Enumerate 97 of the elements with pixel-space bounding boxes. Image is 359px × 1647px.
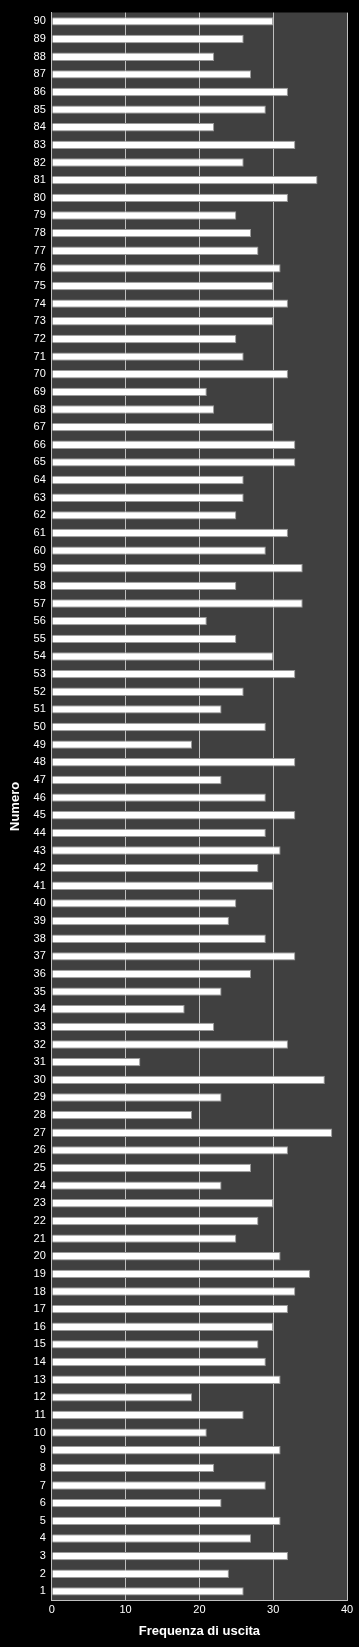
y-tick-label: 65 (33, 455, 46, 468)
y-tick-label: 82 (33, 155, 46, 168)
y-tick-label: 27 (33, 1125, 46, 1138)
y-tick-label: 85 (33, 102, 46, 115)
y-tick-label: 43 (33, 843, 46, 856)
y-tick-label: 48 (33, 755, 46, 768)
y-tick-label: 19 (33, 1266, 46, 1279)
y-tick-label: 28 (33, 1108, 46, 1121)
y-tick-label: 66 (33, 437, 46, 450)
y-tick-label: 53 (33, 667, 46, 680)
y-tick-label: 4 (39, 1531, 46, 1544)
y-tick-label: 46 (33, 790, 46, 803)
y-tick-label: 63 (33, 490, 46, 503)
y-tick-label: 1 (39, 1584, 46, 1597)
y-tick-label: 30 (33, 1072, 46, 1085)
y-tick-label: 26 (33, 1143, 46, 1156)
y-tick-label: 69 (33, 384, 46, 397)
y-tick-label: 50 (33, 720, 46, 733)
y-tick-label: 74 (33, 296, 46, 309)
x-tick-label: 10 (119, 1602, 132, 1615)
y-axis-title: Numero (7, 781, 23, 831)
y-tick-label: 12 (33, 1390, 46, 1403)
y-tick-label: 9 (39, 1443, 46, 1456)
y-tick-label: 55 (33, 631, 46, 644)
y-tick-label: 68 (33, 402, 46, 415)
y-tick-label: 33 (33, 1019, 46, 1032)
y-tick-label: 86 (33, 85, 46, 98)
y-tick-label: 52 (33, 684, 46, 697)
y-tick-label: 18 (33, 1284, 46, 1297)
y-tick-label: 77 (33, 243, 46, 256)
y-tick-label: 11 (34, 1408, 46, 1421)
y-tick-label: 3 (39, 1549, 46, 1562)
y-tick-label: 10 (33, 1425, 46, 1438)
y-tick-label: 59 (33, 561, 46, 574)
y-tick-label: 29 (33, 1090, 46, 1103)
y-tick-label: 56 (33, 614, 46, 627)
y-tick-label: 54 (33, 649, 46, 662)
y-tick-label: 24 (33, 1178, 46, 1191)
y-tick-label: 40 (33, 896, 46, 909)
y-tick-label: 60 (33, 543, 46, 556)
y-tick-label: 47 (33, 772, 46, 785)
y-tick-label: 21 (33, 1231, 46, 1244)
y-tick-label: 90 (33, 14, 46, 27)
y-tick-label: 8 (39, 1460, 46, 1473)
y-tick-label: 87 (33, 67, 46, 80)
y-tick-label: 42 (33, 861, 46, 874)
y-tick-label: 81 (33, 173, 46, 186)
y-tick-label: 22 (33, 1213, 46, 1226)
y-tick-label: 38 (33, 931, 46, 944)
y-tick-label: 80 (33, 190, 46, 203)
y-tick-label: 49 (33, 737, 46, 750)
y-tick-label: 57 (33, 596, 46, 609)
y-tick-label: 79 (33, 208, 46, 221)
y-tick-label: 31 (33, 1055, 46, 1068)
y-tick-label: 23 (33, 1196, 46, 1209)
y-tick-label: 83 (33, 137, 46, 150)
y-tick-label: 67 (33, 420, 46, 433)
y-tick-label: 17 (33, 1302, 46, 1315)
y-tick-label: 76 (33, 261, 46, 274)
y-tick-label: 41 (33, 878, 46, 891)
y-tick-label: 61 (33, 526, 46, 539)
y-tick-label: 73 (33, 314, 46, 327)
y-tick-label: 6 (39, 1496, 46, 1509)
y-tick-label: 44 (33, 825, 46, 838)
y-tick-label: 89 (33, 32, 46, 45)
y-tick-label: 16 (33, 1319, 46, 1332)
y-tick-label: 5 (39, 1513, 46, 1526)
y-tick-label: 7 (39, 1478, 46, 1491)
y-tick-label: 58 (33, 578, 46, 591)
y-tick-label: 20 (33, 1249, 46, 1262)
y-tick-label: 34 (33, 1002, 46, 1015)
y-tick-label: 25 (33, 1161, 46, 1174)
y-tick-label: 78 (33, 226, 46, 239)
y-tick-label: 14 (33, 1355, 46, 1368)
y-tick-label: 70 (33, 367, 46, 380)
y-tick-label: 2 (39, 1566, 46, 1579)
y-tick-label: 32 (33, 1037, 46, 1050)
y-tick-label: 36 (33, 967, 46, 980)
y-tick-label: 37 (33, 949, 46, 962)
y-tick-label: 88 (33, 49, 46, 62)
y-tick-label: 15 (33, 1337, 46, 1350)
x-axis-title: Frequenza di uscita (138, 1622, 261, 1638)
y-tick-label: 84 (33, 120, 46, 133)
x-tick-label: 0 (48, 1602, 55, 1615)
x-tick-label: 30 (267, 1602, 280, 1615)
y-tick-label: 75 (33, 279, 46, 292)
y-tick-label: 35 (33, 984, 46, 997)
x-tick-label: 20 (193, 1602, 206, 1615)
y-tick-label: 51 (33, 702, 46, 715)
y-tick-label: 45 (33, 808, 46, 821)
y-tick-label: 62 (33, 508, 46, 521)
y-tick-label: 72 (33, 331, 46, 344)
y-tick-label: 64 (33, 473, 46, 486)
y-tick-label: 13 (33, 1372, 46, 1385)
y-tick-label: 39 (33, 914, 46, 927)
x-tick-label: 40 (340, 1602, 354, 1615)
y-tick-label: 71 (33, 349, 46, 362)
